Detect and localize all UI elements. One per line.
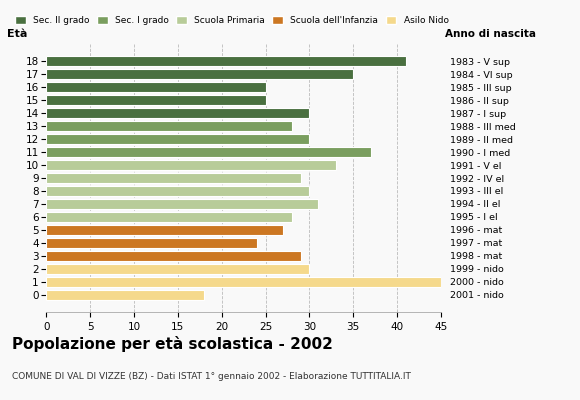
Bar <box>46 160 336 170</box>
Bar <box>46 238 257 248</box>
Bar <box>46 121 292 131</box>
Legend: Sec. II grado, Sec. I grado, Scuola Primaria, Scuola dell'Infanzia, Asilo Nido: Sec. II grado, Sec. I grado, Scuola Prim… <box>16 16 448 25</box>
Bar <box>46 95 266 105</box>
Bar <box>46 225 283 235</box>
Bar <box>46 290 204 300</box>
Text: Età: Età <box>7 29 27 39</box>
Bar <box>46 173 300 183</box>
Text: Anno di nascita: Anno di nascita <box>445 29 536 39</box>
Bar <box>46 82 266 92</box>
Bar <box>46 264 309 274</box>
Bar <box>46 134 309 144</box>
Bar <box>46 277 441 287</box>
Bar <box>46 186 309 196</box>
Bar <box>46 69 353 79</box>
Bar <box>46 199 318 209</box>
Bar <box>46 108 309 118</box>
Text: COMUNE DI VAL DI VIZZE (BZ) - Dati ISTAT 1° gennaio 2002 - Elaborazione TUTTITAL: COMUNE DI VAL DI VIZZE (BZ) - Dati ISTAT… <box>12 372 411 381</box>
Bar <box>46 147 371 157</box>
Bar <box>46 251 300 261</box>
Text: Popolazione per età scolastica - 2002: Popolazione per età scolastica - 2002 <box>12 336 332 352</box>
Bar <box>46 56 406 66</box>
Bar <box>46 212 292 222</box>
